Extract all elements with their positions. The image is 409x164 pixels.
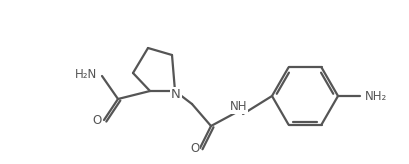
Text: O: O <box>190 143 200 155</box>
Text: NH: NH <box>230 101 248 113</box>
Text: N: N <box>171 88 181 101</box>
Text: H₂N: H₂N <box>75 69 97 82</box>
Text: O: O <box>92 114 101 127</box>
Text: NH₂: NH₂ <box>365 90 387 102</box>
